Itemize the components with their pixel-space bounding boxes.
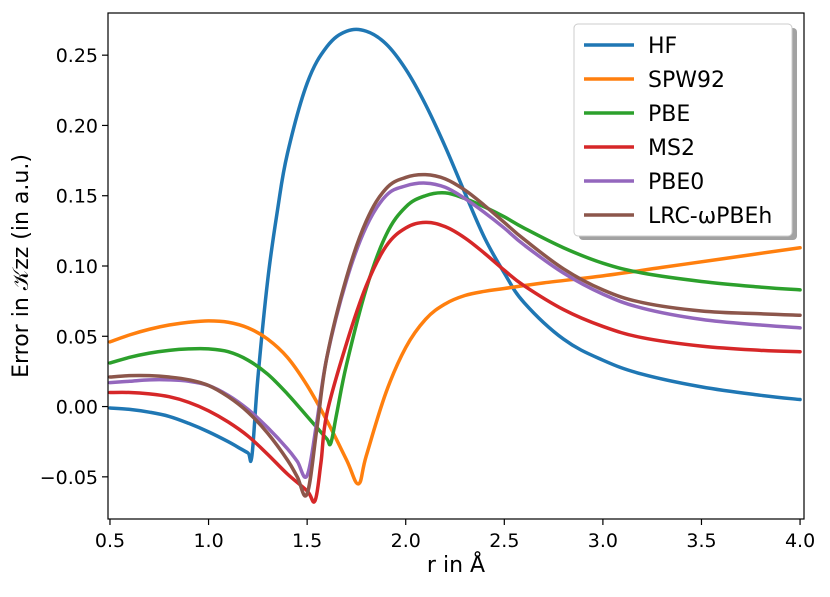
y-axis-label: Error in 𝒦zz (in a.u.): [9, 154, 34, 378]
legend-label: HF: [648, 34, 677, 59]
x-axis: 0.5 1.0 1.5 2.0 2.5 3.0 3.5 4.0: [95, 519, 815, 552]
y-tick-label: 0.10: [56, 256, 98, 278]
legend-label: MS2: [648, 136, 695, 161]
series-lines: [108, 27, 802, 504]
x-tick-label: 3.0: [588, 530, 618, 552]
y-tick-label: 0.15: [56, 186, 98, 208]
series-line-1: [108, 245, 802, 486]
legend-label: LRC-ωPBEh: [648, 204, 772, 229]
x-tick-label: 2.0: [391, 530, 421, 552]
series-line-2: [108, 191, 802, 447]
x-tick-label: 4.0: [785, 530, 815, 552]
y-tick-label: 0.25: [56, 45, 98, 67]
legend-label: PBE0: [648, 170, 704, 195]
series-line-0: [108, 27, 802, 463]
y-tick-label: 0.00: [56, 397, 98, 419]
x-tick-label: 1.0: [193, 530, 223, 552]
x-axis-label: r in Å: [427, 551, 485, 578]
y-tick-label: 0.05: [56, 326, 98, 348]
legend-items: HF SPW92 PBE MS2 PBE0 LRC-ωPBEh: [584, 34, 772, 229]
x-tick-label: 2.5: [489, 530, 519, 552]
series-line-5: [108, 172, 802, 498]
y-tick-label: 0.20: [56, 115, 98, 137]
y-axis: −0.05 0.00 0.05 0.10 0.15 0.20 0.25: [40, 45, 108, 489]
legend: HF SPW92 PBE MS2 PBE0 LRC-ωPBEh: [573, 23, 797, 240]
x-tick-label: 0.5: [95, 530, 125, 552]
series-line-3: [108, 220, 802, 504]
x-tick-label: 3.5: [686, 530, 716, 552]
x-tick-label: 1.5: [292, 530, 322, 552]
legend-box: [573, 23, 793, 237]
y-tick-label: −0.05: [40, 467, 98, 489]
legend-label: SPW92: [648, 68, 725, 93]
legend-label: PBE: [648, 102, 690, 127]
